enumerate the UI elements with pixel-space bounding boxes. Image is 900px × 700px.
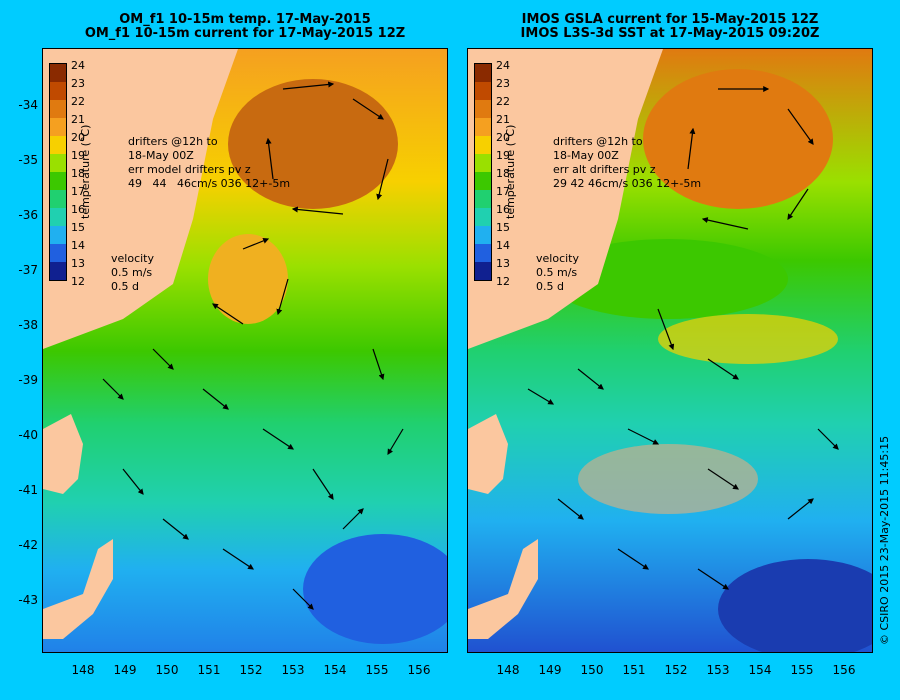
x-tick: 149 <box>538 663 562 677</box>
cold-pool <box>718 559 872 652</box>
y-tick: -39 <box>18 373 38 387</box>
warm-eddy-2 <box>208 234 288 324</box>
cb-label: 24 <box>496 59 510 72</box>
right-colorbar <box>474 63 492 281</box>
cb-label: 24 <box>71 59 85 72</box>
cb-label: 15 <box>496 221 510 234</box>
cb-label: 20 <box>496 131 510 144</box>
x-tick: 151 <box>197 663 221 677</box>
x-tick: 148 <box>71 663 95 677</box>
cold-pool <box>303 534 447 644</box>
x-tick: 151 <box>622 663 646 677</box>
x-tick: 154 <box>323 663 347 677</box>
left-colorbar <box>49 63 67 281</box>
y-tick: -37 <box>18 263 38 277</box>
cloud-mask <box>578 444 758 514</box>
left-velocity-legend: velocity 0.5 m/s 0.5 d <box>111 252 154 293</box>
left-drifter-info: drifters @12h to 18-May 00Z err model drif… <box>128 135 291 190</box>
x-tick: 155 <box>365 663 389 677</box>
x-tick: 156 <box>407 663 431 677</box>
left-map-canvas <box>43 49 447 652</box>
cb-label: 19 <box>71 149 85 162</box>
cb-label: 15 <box>71 221 85 234</box>
cb-label: 18 <box>496 167 510 180</box>
cb-label: 21 <box>71 113 85 126</box>
y-tick: -41 <box>18 483 38 497</box>
y-tick: -40 <box>18 428 38 442</box>
cb-label: 13 <box>71 257 85 270</box>
coastline-mainland <box>468 49 663 349</box>
right-velocity-legend: velocity 0.5 m/s 0.5 d <box>536 252 579 293</box>
left-title-line2: OM_f1 10-15m current for 17-May-2015 12Z <box>84 26 406 41</box>
warm-eddy <box>643 69 833 209</box>
y-tick: -34 <box>18 98 38 112</box>
y-tick: -38 <box>18 318 38 332</box>
cb-label: 23 <box>496 77 510 90</box>
y-tick: -35 <box>18 153 38 167</box>
y-tick: -43 <box>18 593 38 607</box>
cb-label: 13 <box>496 257 510 270</box>
cb-label: 16 <box>496 203 510 216</box>
x-tick: 150 <box>155 663 179 677</box>
x-tick: 152 <box>239 663 263 677</box>
y-tick: -36 <box>18 208 38 222</box>
cb-label: 12 <box>496 275 510 288</box>
x-tick: 149 <box>113 663 137 677</box>
current-vectors <box>102 81 404 610</box>
x-tick: 154 <box>748 663 772 677</box>
right-title-line2: IMOS L3S-3d SST at 17-May-2015 09:20Z <box>520 26 820 41</box>
warm-eddy-1 <box>228 79 398 209</box>
coastline-tasmania <box>468 539 538 639</box>
left-map: 24 23 22 21 20 19 18 17 16 15 14 13 12 t… <box>42 48 448 653</box>
x-tick: 148 <box>496 663 520 677</box>
x-tick: 153 <box>706 663 730 677</box>
cb-label: 23 <box>71 77 85 90</box>
right-map-canvas <box>468 49 872 652</box>
cb-label: 21 <box>496 113 510 126</box>
cb-title: temperature (°C) <box>79 124 92 219</box>
cb-title: temperature (°C) <box>504 124 517 219</box>
copyright-text: © CSIRO 2015 23-May-2015 11:45:15 <box>878 435 891 645</box>
x-tick: 152 <box>664 663 688 677</box>
cb-label: 17 <box>71 185 85 198</box>
cb-label: 12 <box>71 275 85 288</box>
green-band <box>548 239 788 319</box>
x-tick: 156 <box>832 663 856 677</box>
cb-label: 14 <box>496 239 510 252</box>
x-tick: 150 <box>580 663 604 677</box>
left-title-line1: OM_f1 10-15m temp. 17-May-2015 <box>119 12 371 27</box>
coastline-island <box>43 414 83 494</box>
x-tick: 153 <box>281 663 305 677</box>
coastline-island <box>468 414 508 494</box>
cb-label: 22 <box>71 95 85 108</box>
cb-label: 18 <box>71 167 85 180</box>
cb-label: 16 <box>71 203 85 216</box>
right-title-line1: IMOS GSLA current for 15-May-2015 12Z <box>521 12 819 27</box>
cb-label: 22 <box>496 95 510 108</box>
x-tick: 155 <box>790 663 814 677</box>
coastline-mainland <box>43 49 238 349</box>
y-tick: -42 <box>18 538 38 552</box>
coastline-tasmania <box>43 539 113 639</box>
cb-label: 17 <box>496 185 510 198</box>
cb-label: 19 <box>496 149 510 162</box>
left-title: OM_f1 10-15m temp. 17-May-2015 OM_f1 10-… <box>42 13 448 41</box>
current-vectors <box>527 86 839 590</box>
right-title: IMOS GSLA current for 15-May-2015 12Z IM… <box>467 13 873 41</box>
cb-label: 20 <box>71 131 85 144</box>
right-map: 24 23 22 21 20 19 18 17 16 15 14 13 12 t… <box>467 48 873 653</box>
yellow-band <box>658 314 838 364</box>
right-drifter-info: drifters @12h to 18-May 00Z err alt drifte… <box>553 135 702 190</box>
cb-label: 14 <box>71 239 85 252</box>
